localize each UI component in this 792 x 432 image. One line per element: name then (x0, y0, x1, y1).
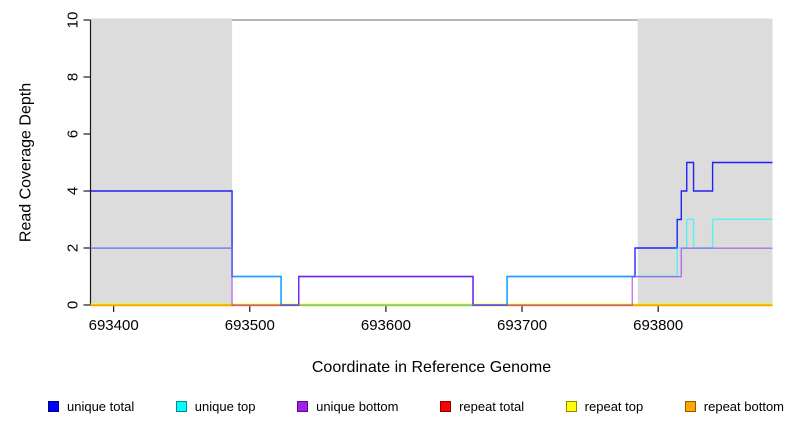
series-line-unique-bottom (90, 247, 773, 306)
legend-item-repeat-top: repeat top (565, 399, 644, 414)
legend-swatch-repeat-bottom (684, 401, 696, 412)
legend-swatch-unique-bottom (297, 401, 309, 412)
y-tick-label: 6 (65, 130, 82, 138)
y-tick-label: 8 (65, 73, 82, 81)
y-tick-label: 10 (65, 12, 82, 29)
legend-label-repeat-total: repeat total (459, 399, 525, 414)
legend-label-unique-total: unique total (67, 399, 135, 414)
legend-item-unique-top: unique top (175, 399, 256, 414)
repeat-region-left (90, 18, 233, 305)
y-tick-label: 2 (65, 244, 82, 252)
legend-item-repeat-bottom: repeat bottom (684, 399, 784, 414)
x-tick-label: 693500 (225, 317, 275, 334)
x-tick-label: 693600 (361, 317, 411, 334)
x-axis-title: Coordinate in Reference Genome (312, 359, 551, 376)
legend-label-unique-top: unique top (194, 399, 256, 414)
legend-label-unique-bottom: unique bottom (316, 399, 399, 414)
legend-label-repeat-bottom: repeat bottom (703, 399, 784, 414)
legend-item-unique-total: unique total (48, 399, 134, 414)
legend: unique total unique top unique bottom re… (48, 399, 784, 414)
legend-item-unique-bottom: unique bottom (297, 399, 399, 414)
legend-swatch-repeat-top (565, 401, 577, 412)
y-axis-title: Read Coverage Depth (18, 83, 35, 242)
x-tick-label: 693700 (497, 317, 547, 334)
legend-swatch-unique-total (48, 401, 59, 412)
repeat-region-right (637, 18, 773, 305)
x-tick-label: 693800 (633, 317, 683, 334)
legend-label-repeat-top: repeat top (584, 399, 644, 414)
x-tick-label: 693400 (89, 317, 139, 334)
legend-swatch-unique-top (175, 401, 187, 412)
legend-item-repeat-total: repeat total (440, 399, 524, 414)
coverage-plot: 0 2 4 6 8 10 693400 693500 693600 693700 693800 Rea… (18, 12, 773, 376)
legend-swatch-repeat-total (440, 401, 452, 412)
y-tick-label: 4 (65, 187, 82, 195)
y-tick-label: 0 (65, 301, 82, 309)
